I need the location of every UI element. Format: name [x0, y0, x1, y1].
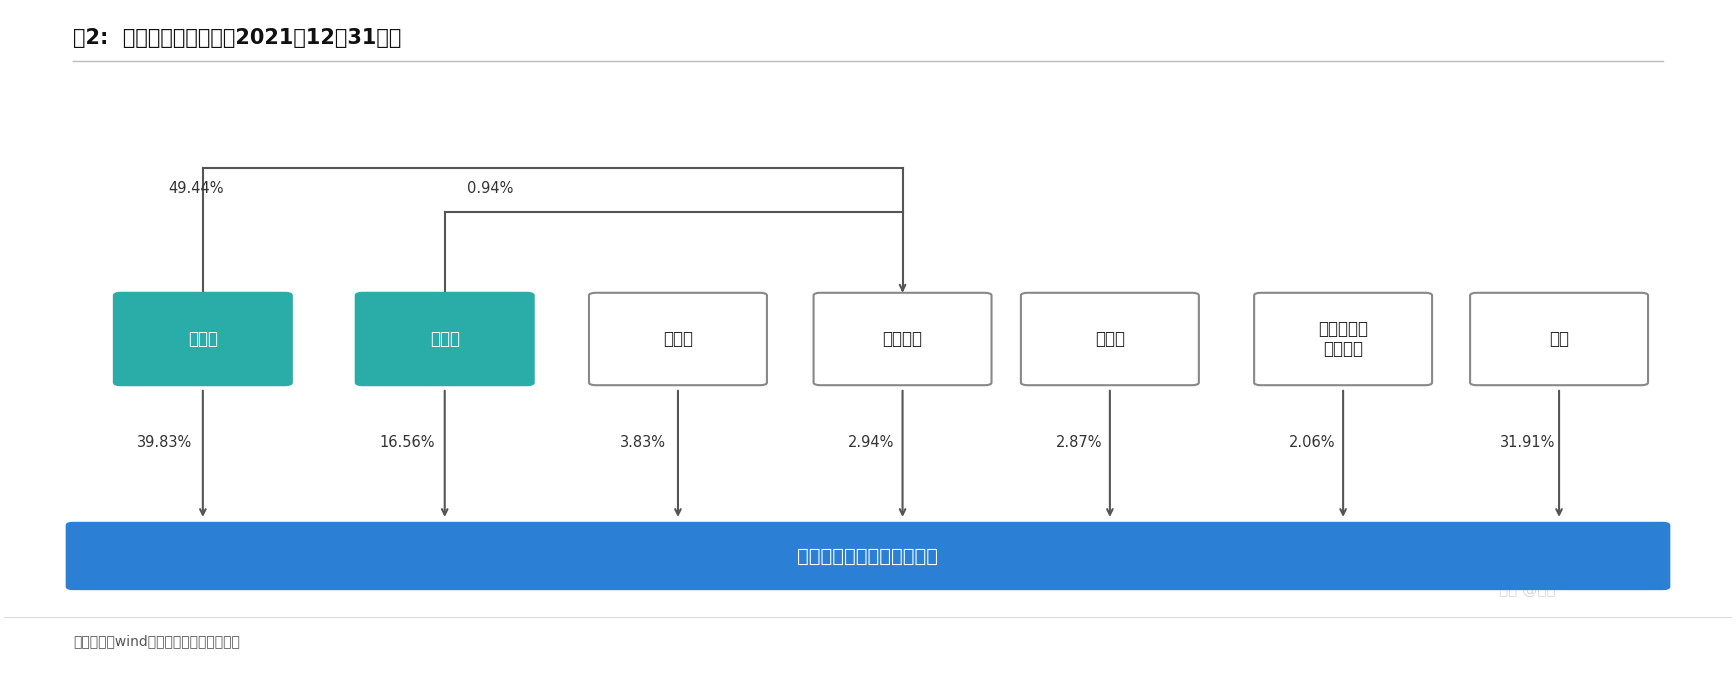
Text: 49.44%: 49.44%: [168, 181, 224, 196]
FancyBboxPatch shape: [115, 293, 292, 385]
Text: 2.06%: 2.06%: [1288, 435, 1335, 450]
Text: 翁伟弍: 翁伟弍: [663, 330, 693, 348]
Text: 0.94%: 0.94%: [467, 181, 514, 196]
Text: 郭增明: 郭增明: [187, 330, 217, 348]
FancyBboxPatch shape: [1253, 293, 1432, 385]
FancyBboxPatch shape: [66, 523, 1670, 589]
Text: 3.83%: 3.83%: [620, 435, 667, 450]
Text: 河南国控互
联网创投: 河南国控互 联网创投: [1318, 319, 1368, 359]
FancyBboxPatch shape: [1470, 293, 1647, 385]
FancyBboxPatch shape: [589, 293, 767, 385]
Text: 39.83%: 39.83%: [137, 435, 193, 450]
FancyBboxPatch shape: [814, 293, 991, 385]
Text: 商丘汇力: 商丘汇力: [882, 330, 922, 348]
FancyBboxPatch shape: [356, 293, 533, 385]
FancyBboxPatch shape: [1021, 293, 1200, 385]
Text: 河南力量钻石股份有限公司: 河南力量钻石股份有限公司: [797, 546, 939, 565]
Text: 其他: 其他: [1549, 330, 1569, 348]
Text: 图2:  公司股权结构（截至2021年12月31日）: 图2: 公司股权结构（截至2021年12月31日）: [73, 28, 401, 47]
Text: 31.91%: 31.91%: [1500, 435, 1555, 450]
Text: 2.94%: 2.94%: [849, 435, 894, 450]
Text: 知乎 @认是: 知乎 @认是: [1498, 582, 1555, 597]
Text: 数据来源：wind、广发证券发展研究中心: 数据来源：wind、广发证券发展研究中心: [73, 635, 240, 648]
Text: 2.87%: 2.87%: [1055, 435, 1102, 450]
Text: 林佩霞: 林佩霞: [1095, 330, 1125, 348]
Text: 李爱真: 李爱真: [431, 330, 460, 348]
Text: 16.56%: 16.56%: [378, 435, 434, 450]
